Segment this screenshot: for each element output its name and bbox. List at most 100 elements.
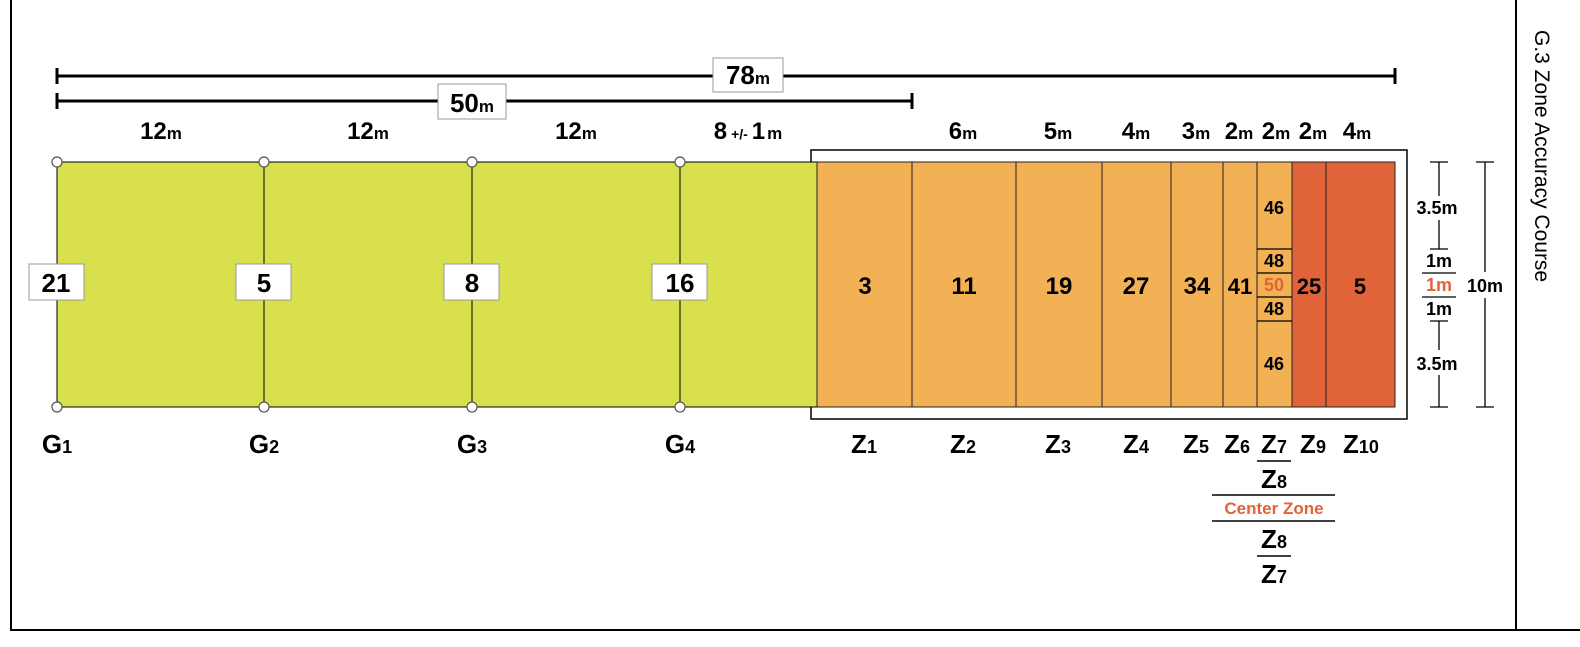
svg-text:G2: G2 bbox=[249, 429, 279, 459]
zone-width-1-value: 6 bbox=[949, 118, 962, 145]
zone-6-letter: Z bbox=[1224, 429, 1240, 459]
center-score-bullseye: 50 bbox=[1264, 275, 1284, 295]
zone-width-8-value: 4 bbox=[1343, 118, 1357, 145]
gate-4-score: 16 bbox=[666, 268, 695, 298]
course-title: G.3 Zone Accuracy Course bbox=[1530, 30, 1553, 282]
segment-4-tolerance-value: 1 bbox=[752, 118, 765, 145]
center-score-top-outer: 46 bbox=[1264, 198, 1284, 218]
gate-post bbox=[258, 401, 270, 413]
zone-width-2-unit: m bbox=[1057, 124, 1072, 143]
svg-text:G4: G4 bbox=[665, 429, 695, 459]
span-unit: m bbox=[479, 97, 494, 116]
gate-post bbox=[258, 156, 270, 168]
svg-text:Z6: Z6 bbox=[1224, 429, 1250, 459]
gate-labels: G1 G2 G3 G4 bbox=[42, 429, 695, 459]
gate-post bbox=[51, 156, 63, 168]
dimension-78m: 78m bbox=[55, 57, 1397, 93]
center-score-bottom-outer: 46 bbox=[1264, 354, 1284, 374]
zone-5-cell bbox=[1170, 161, 1224, 408]
side-dim-top-outer: 3.5m bbox=[1416, 198, 1457, 218]
zone-3-letter: Z bbox=[1045, 429, 1061, 459]
gate-post bbox=[466, 401, 478, 413]
segment-4-tolerance: +/- bbox=[731, 126, 748, 142]
zone-9-cell bbox=[1291, 161, 1327, 408]
svg-text:2m: 2m bbox=[1262, 118, 1290, 145]
gate-1-score: 21 bbox=[42, 268, 71, 298]
zone-width-4-unit: m bbox=[1195, 124, 1210, 143]
zone-width-7-value: 2 bbox=[1299, 118, 1312, 145]
zone-width-6-value: 2 bbox=[1262, 118, 1275, 145]
svg-text:Z4: Z4 bbox=[1123, 429, 1149, 459]
svg-text:Z3: Z3 bbox=[1045, 429, 1071, 459]
zone-width-1-unit: m bbox=[962, 124, 977, 143]
center-zone-labels: Z7 Z8 Center Zone Z8 Z7 bbox=[1212, 429, 1335, 589]
zone-width-5-unit: m bbox=[1238, 124, 1253, 143]
zone-9-number: 9 bbox=[1316, 437, 1326, 457]
svg-text:3m: 3m bbox=[1182, 118, 1210, 145]
zone-6-cell bbox=[1222, 161, 1258, 408]
center-label-z7-bottom-letter: Z bbox=[1261, 559, 1277, 589]
svg-text:8+/-1m: 8 +/- 1 m bbox=[714, 118, 783, 145]
svg-text:6m: 6m bbox=[949, 118, 977, 145]
zone-width-labels: 6m 5m 4m 3m 2m 2m 2m 4m bbox=[949, 118, 1371, 145]
zone-3-score: 19 bbox=[1046, 273, 1073, 300]
center-label-z8-bottom-letter: Z bbox=[1261, 524, 1277, 554]
zone-width-3-value: 4 bbox=[1122, 118, 1136, 145]
gate-4-letter: G bbox=[665, 429, 685, 459]
gate-scores: 21 5 8 16 bbox=[28, 263, 708, 301]
svg-text:G1: G1 bbox=[42, 429, 72, 459]
gate-segment-labels: 12m 12m 12m 8 +/- 1 m bbox=[140, 118, 782, 145]
svg-text:12m: 12m bbox=[140, 118, 182, 145]
center-column-scores: 46 48 50 48 46 bbox=[1264, 198, 1284, 374]
zone-9-score: 25 bbox=[1297, 274, 1321, 299]
center-score-bottom-inner: 48 bbox=[1264, 299, 1284, 319]
segment-1-value: 12 bbox=[140, 118, 167, 145]
width-total: 10m bbox=[1467, 276, 1503, 296]
center-score-top-inner: 48 bbox=[1264, 251, 1284, 271]
zone-3-number: 3 bbox=[1061, 437, 1071, 457]
gate-post bbox=[674, 401, 686, 413]
zone-2-letter: Z bbox=[950, 429, 966, 459]
center-label-z8-bottom-number: 8 bbox=[1277, 532, 1287, 552]
svg-text:12m: 12m bbox=[555, 118, 597, 145]
span-value: 50 bbox=[450, 88, 479, 118]
center-column-dividers bbox=[1257, 248, 1292, 322]
zone-width-3-unit: m bbox=[1135, 124, 1150, 143]
center-label-z7-top-number: 7 bbox=[1277, 437, 1287, 457]
gate-3-score: 8 bbox=[465, 268, 479, 298]
svg-text:78m: 78m bbox=[726, 60, 770, 90]
gate-3-letter: G bbox=[457, 429, 477, 459]
svg-text:Z5: Z5 bbox=[1183, 429, 1209, 459]
center-label-z7-bottom-number: 7 bbox=[1277, 567, 1287, 587]
gate-2-letter: G bbox=[249, 429, 269, 459]
side-dim-bottom-inner: 1m bbox=[1426, 299, 1452, 319]
zone-10-score: 5 bbox=[1354, 274, 1366, 299]
side-dim-bottom-outer: 3.5m bbox=[1416, 354, 1457, 374]
segment-3-unit: m bbox=[582, 124, 597, 143]
svg-text:4m: 4m bbox=[1122, 118, 1150, 145]
side-dim-center: 1m bbox=[1426, 275, 1452, 295]
zone-6-number: 6 bbox=[1240, 437, 1250, 457]
svg-text:12m: 12m bbox=[347, 118, 389, 145]
zone-5-letter: Z bbox=[1183, 429, 1199, 459]
zone-width-4-value: 3 bbox=[1182, 118, 1195, 145]
center-label-z8-top-number: 8 bbox=[1277, 472, 1287, 492]
gate-1-letter: G bbox=[42, 429, 62, 459]
zone-4-number: 4 bbox=[1139, 437, 1149, 457]
total-value: 78 bbox=[726, 60, 755, 90]
zone-10-number: 10 bbox=[1359, 437, 1379, 457]
svg-text:Z8: Z8 bbox=[1261, 524, 1287, 554]
zone-4-letter: Z bbox=[1123, 429, 1139, 459]
zone-4-cell bbox=[1101, 161, 1172, 408]
zone-10-cell bbox=[1325, 161, 1396, 408]
zone-9-letter: Z bbox=[1300, 429, 1316, 459]
svg-text:Z2: Z2 bbox=[950, 429, 976, 459]
side-dimension-labels: 3.5m 1m 1m 1m 3.5m 10m bbox=[1416, 198, 1503, 374]
svg-text:Z8: Z8 bbox=[1261, 464, 1287, 494]
gate-4-number: 4 bbox=[685, 437, 695, 457]
gate-posts bbox=[51, 156, 686, 413]
zone-2-cell bbox=[911, 161, 1017, 408]
zone-5-score: 34 bbox=[1184, 273, 1211, 300]
side-dim-top-inner: 1m bbox=[1426, 251, 1452, 271]
dimension-50m: 50m bbox=[55, 83, 914, 120]
